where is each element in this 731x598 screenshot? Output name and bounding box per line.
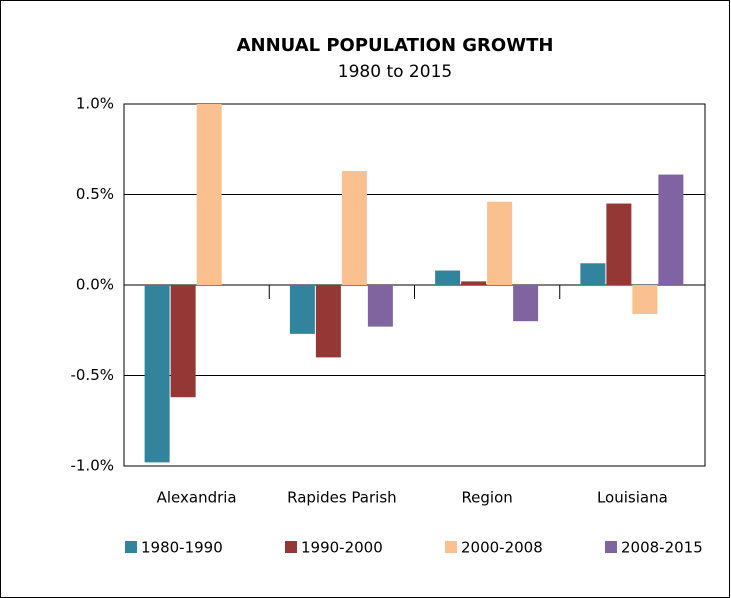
- bar: [367, 285, 393, 327]
- bar: [513, 285, 539, 322]
- chart-subtitle: 1980 to 2015: [338, 62, 452, 82]
- x-tick-label: Rapides Parish: [287, 489, 397, 507]
- bar: [144, 285, 170, 463]
- bar: [632, 285, 658, 314]
- bar: [580, 263, 606, 285]
- y-tick-label: 0.0%: [76, 276, 114, 294]
- bar: [196, 104, 222, 285]
- x-tick-label: Alexandria: [157, 489, 237, 507]
- legend-label: 2000-2008: [461, 539, 543, 557]
- bar: [341, 170, 367, 285]
- bar: [435, 270, 461, 285]
- y-tick-label: 0.5%: [76, 185, 114, 203]
- legend-label: 2008-2015: [621, 539, 703, 557]
- x-tick-label: Region: [461, 489, 512, 507]
- bar: [606, 203, 632, 285]
- bar: [658, 174, 684, 285]
- legend-swatch: [285, 541, 297, 553]
- legend-label: 1980-1990: [141, 539, 223, 557]
- x-tick-label: Louisiana: [597, 489, 668, 507]
- bar: [289, 285, 315, 334]
- bar: [461, 281, 487, 285]
- bar: [487, 201, 513, 285]
- y-tick-label: 1.0%: [76, 95, 114, 113]
- legend-swatch: [445, 541, 457, 553]
- y-tick-label: -1.0%: [70, 457, 114, 475]
- y-tick-label: -0.5%: [70, 366, 114, 384]
- legend-swatch: [125, 541, 137, 553]
- legend-label: 1990-2000: [301, 539, 383, 557]
- bar: [170, 285, 196, 398]
- bar: [315, 285, 341, 358]
- chart-title: ANNUAL POPULATION GROWTH: [237, 35, 554, 56]
- legend-swatch: [605, 541, 617, 553]
